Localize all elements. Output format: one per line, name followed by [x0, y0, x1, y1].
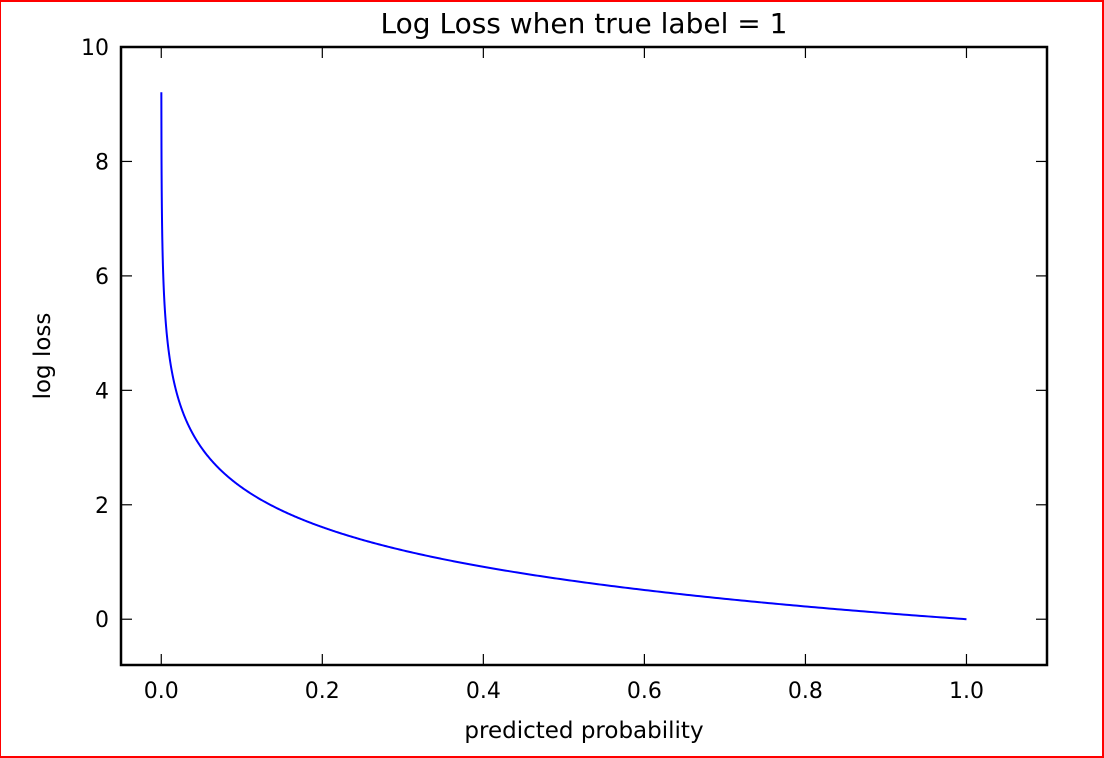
y-tick-label: 6 [95, 265, 109, 290]
x-tick-label: 1.0 [949, 679, 984, 704]
x-tick-label: 0.4 [466, 679, 501, 704]
y-axis-label: log loss [30, 313, 56, 400]
plot-frame [119, 45, 1049, 667]
x-tick-label: 0.0 [144, 679, 179, 704]
x-tick-label: 0.8 [788, 679, 823, 704]
y-tick-label: 4 [95, 379, 109, 404]
x-tick-label: 0.6 [627, 679, 662, 704]
y-axis-ticks: 0 2 4 6 8 10 [81, 36, 1047, 633]
plot-area: 0.0 0.2 0.4 0.6 0.8 1.0 0 2 4 6 8 10 [81, 36, 1049, 704]
y-tick-label: 0 [95, 608, 109, 633]
chart-title: Log Loss when true label = 1 [381, 7, 788, 40]
y-tick-label: 10 [81, 36, 109, 61]
x-tick-label: 0.2 [305, 679, 340, 704]
x-axis-ticks: 0.0 0.2 0.4 0.6 0.8 1.0 [144, 47, 984, 704]
log-loss-curve [160, 92, 967, 621]
x-axis-label: predicted probability [464, 718, 703, 744]
y-tick-label: 2 [95, 494, 109, 519]
y-tick-label: 8 [95, 150, 109, 175]
